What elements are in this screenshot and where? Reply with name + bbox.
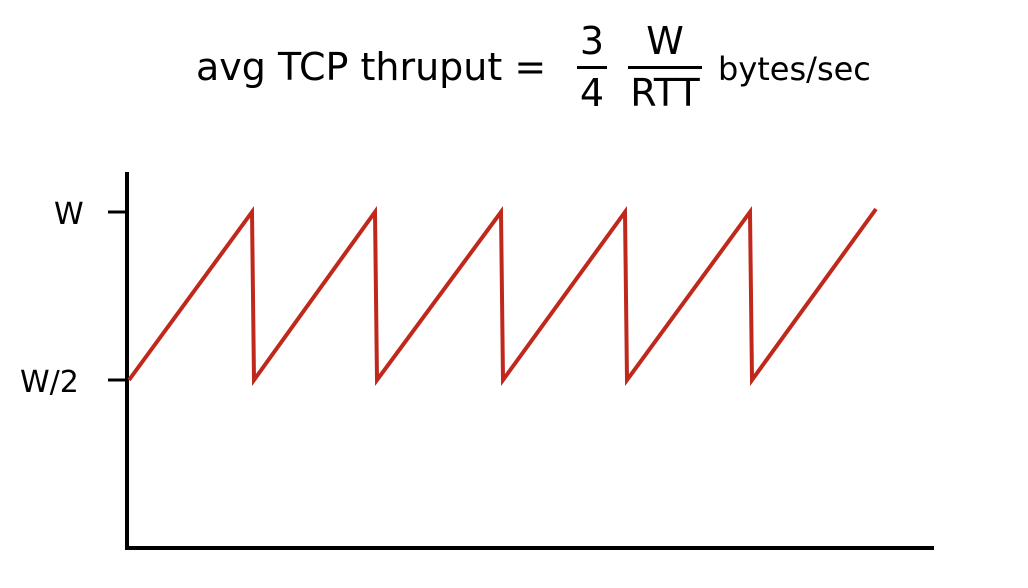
fraction-three-quarters-numerator: 3 bbox=[579, 19, 605, 63]
fraction-w-over-rtt-denominator: RTT bbox=[630, 71, 700, 115]
fraction-w-over-rtt-bar bbox=[628, 66, 702, 69]
fraction-w-over-rtt-numerator: W bbox=[646, 19, 684, 63]
y-tick-label-w-half: W/2 bbox=[20, 365, 79, 400]
y-tick-label-w: W bbox=[54, 197, 84, 232]
congestion-window-sawtooth bbox=[127, 205, 878, 387]
fraction-three-quarters-bar bbox=[577, 66, 607, 69]
formula-lhs: avg TCP thruput = bbox=[196, 45, 547, 89]
fraction-three-quarters-denominator: 4 bbox=[579, 71, 605, 115]
throughput-formula: avg TCP thruput = 3 4 W RTT bytes/sec bbox=[0, 0, 1028, 130]
formula-unit: bytes/sec bbox=[718, 50, 871, 88]
